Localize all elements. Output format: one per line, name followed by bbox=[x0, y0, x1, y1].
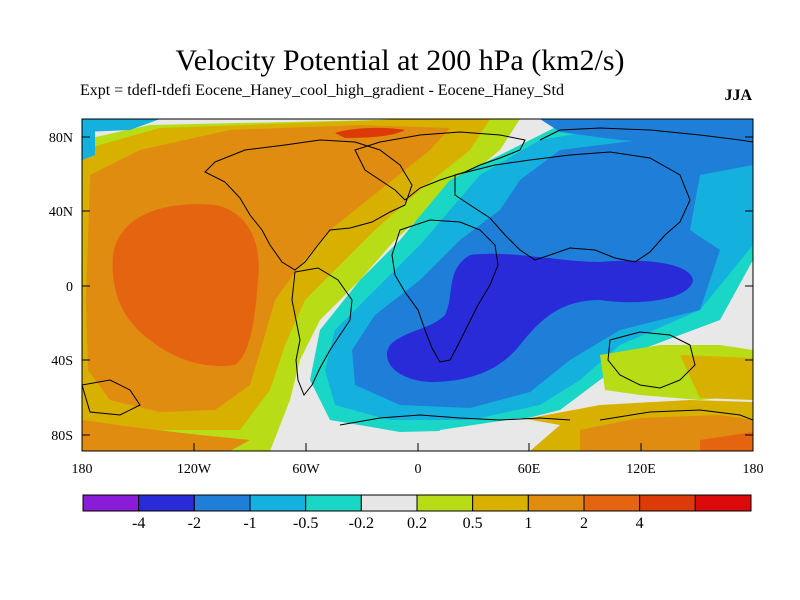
lat-tick-label: 40N bbox=[49, 205, 73, 220]
legend-label: -2 bbox=[188, 515, 201, 532]
legend-label: -0.5 bbox=[293, 515, 318, 532]
lat-tick-label: 80N bbox=[49, 131, 73, 146]
legend-label: 0.2 bbox=[407, 515, 427, 532]
legend-swatch bbox=[527, 494, 585, 512]
map-title: Velocity Potential at 200 hPa (km2/s) bbox=[175, 44, 625, 77]
legend-label: 4 bbox=[636, 515, 644, 532]
legend-swatch bbox=[82, 494, 140, 512]
lat-tick-label: 40S bbox=[51, 354, 73, 369]
legend-label: -1 bbox=[243, 515, 256, 532]
legend-swatch bbox=[138, 494, 195, 512]
legend-swatch bbox=[472, 494, 529, 512]
legend-swatch bbox=[249, 494, 307, 512]
lat-tick-label: 80S bbox=[51, 429, 73, 444]
legend-label: -0.2 bbox=[349, 515, 374, 532]
legend-swatch bbox=[639, 494, 696, 512]
legend-label: 1 bbox=[524, 515, 532, 532]
legend-swatch bbox=[305, 494, 362, 512]
lon-tick-label: 120E bbox=[626, 462, 656, 477]
lon-tick-label: 60E bbox=[518, 462, 541, 477]
color-legend bbox=[82, 494, 752, 512]
legend-swatch bbox=[416, 494, 474, 512]
legend-swatch bbox=[360, 494, 418, 512]
lon-tick-label: 180 bbox=[72, 462, 93, 477]
legend-label: 0.5 bbox=[463, 515, 483, 532]
lon-tick-label: 0 bbox=[415, 462, 422, 477]
legend-label: -4 bbox=[132, 515, 145, 532]
lat-tick-label: 0 bbox=[66, 280, 73, 295]
lon-tick-label: 120W bbox=[177, 462, 212, 477]
color-legend-labels: -4 -2 -1 -0.5 -0.2 0.2 0.5 1 2 4 bbox=[132, 515, 644, 532]
legend-swatch bbox=[193, 494, 251, 512]
legend-swatch bbox=[583, 494, 641, 512]
experiment-subtitle: Expt = tdefl-tdefi Eocene_Haney_cool_hig… bbox=[80, 82, 564, 99]
lon-tick-label: 180 bbox=[743, 462, 764, 477]
legend-label: 2 bbox=[580, 515, 588, 532]
legend-swatch bbox=[694, 494, 752, 512]
lon-tick-label: 60W bbox=[292, 462, 320, 477]
contour-fill bbox=[82, 119, 753, 451]
season-label: JJA bbox=[724, 87, 752, 104]
coastlines bbox=[82, 127, 753, 426]
